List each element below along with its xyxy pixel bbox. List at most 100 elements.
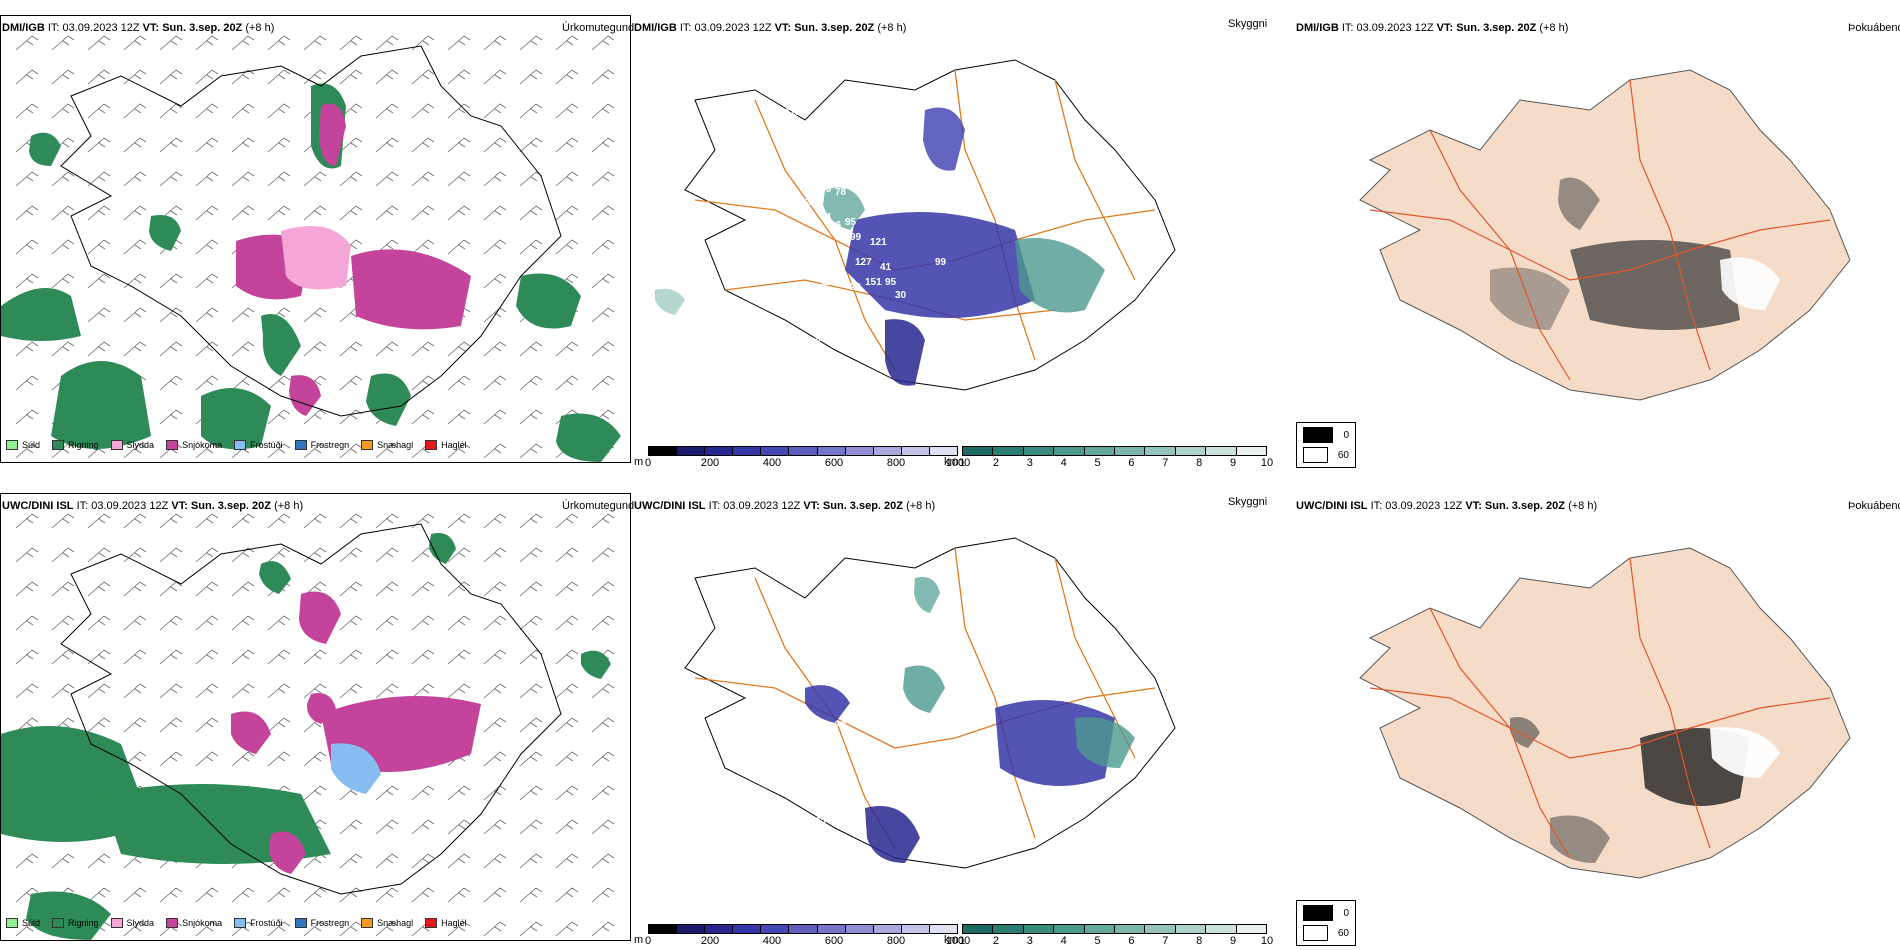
wind-barb xyxy=(339,137,363,153)
wind-barb xyxy=(51,171,75,187)
cloudbase-label: 45 xyxy=(815,815,827,826)
colorbar-swatch xyxy=(963,447,994,455)
cloudbase-label: 41 xyxy=(880,262,892,273)
wind-barb xyxy=(51,239,75,255)
fog-legend-row: 0 xyxy=(1303,905,1349,921)
legend-swatch xyxy=(294,918,307,928)
colorbar-tick: 800 xyxy=(886,935,906,947)
wind-barb xyxy=(87,103,111,119)
cloudbase-label: 22 xyxy=(820,150,832,161)
wind-barb xyxy=(375,853,399,869)
wind-barb xyxy=(15,615,39,631)
wind-barb xyxy=(87,137,111,153)
cloudbase-label: 127 xyxy=(855,257,872,268)
colorbar-tick: 9 xyxy=(1230,935,1237,947)
legend-label: Frostúði xyxy=(250,918,283,928)
wind-barb xyxy=(123,547,147,563)
cloudbase-label: 62 xyxy=(810,232,822,243)
wind-barb xyxy=(591,615,615,631)
cloudbase-bar-swatches xyxy=(648,446,958,456)
wind-barb xyxy=(159,35,183,51)
wind-barb xyxy=(15,717,39,733)
wind-barb xyxy=(555,205,579,221)
wind-barb xyxy=(591,717,615,733)
wind-barb xyxy=(267,103,291,119)
wind-barb xyxy=(123,921,147,937)
wind-barb xyxy=(411,205,435,221)
wind-barb xyxy=(447,239,471,255)
wind-barb xyxy=(411,853,435,869)
wind-barb xyxy=(447,819,471,835)
wind-barb xyxy=(555,103,579,119)
wind-barb xyxy=(51,273,75,289)
legend-swatch xyxy=(6,918,18,928)
wind-barb xyxy=(231,547,255,563)
row-dmi: DMI/IGB IT: 03.09.2023 12Z VT: Sun. 3.se… xyxy=(0,15,1900,470)
legend-item: Frostregn xyxy=(294,440,349,450)
wind-barb xyxy=(123,137,147,153)
legend-swatch xyxy=(52,440,65,450)
wind-barb xyxy=(591,307,615,323)
wind-barb xyxy=(159,341,183,357)
wind-barb xyxy=(123,205,147,221)
colorbar-swatch xyxy=(1206,925,1237,933)
wind-barb xyxy=(339,887,363,903)
colorbar-swatch xyxy=(1054,925,1085,933)
legend-item: Frostregn xyxy=(294,918,350,928)
colorbar-swatch xyxy=(705,447,734,455)
wind-barb xyxy=(195,239,219,255)
wind-barb xyxy=(267,649,291,665)
legend-swatch xyxy=(110,918,123,928)
legend-item: Snjókoma xyxy=(166,440,222,450)
legend-label: Snæhagl xyxy=(377,440,414,450)
wind-barb xyxy=(195,717,219,733)
cloudbase-label: 35 xyxy=(820,830,832,841)
fog-legend-row: 60 xyxy=(1303,447,1349,463)
wind-barb xyxy=(519,615,543,631)
legend-label: Rigning xyxy=(68,440,99,450)
visibility-colorbar: 1 2 3 4 5 6 7 8 9 10 xyxy=(959,446,1273,470)
wind-barb xyxy=(195,513,219,529)
cloudbase-colorbar-2: 0 200 400 600 800 1000 xyxy=(645,924,970,948)
legend-label: Snjókoma xyxy=(182,918,223,928)
wind-barb xyxy=(15,547,39,563)
fog-legend-label: 0 xyxy=(1343,429,1349,441)
wind-barb xyxy=(159,513,183,529)
wind-barb xyxy=(591,69,615,85)
wind-barb xyxy=(447,649,471,665)
wind-barb xyxy=(231,341,255,357)
colorbar-swatch xyxy=(677,925,706,933)
wind-barb xyxy=(267,513,291,529)
wind-barb xyxy=(159,717,183,733)
colorbar-swatch xyxy=(1175,447,1207,455)
wind-barb xyxy=(51,35,75,51)
wind-barb xyxy=(519,887,543,903)
colorbar-swatch xyxy=(845,447,874,455)
legend-item: Frostúði xyxy=(234,918,283,928)
wind-barb xyxy=(375,547,399,563)
cloudbase-ticks-2: 0 200 400 600 800 1000 xyxy=(645,934,970,948)
colorbar-swatch xyxy=(1115,447,1146,455)
coastline xyxy=(60,45,562,417)
wind-barb xyxy=(87,171,111,187)
legend-swatch xyxy=(234,440,247,450)
fog-map xyxy=(1359,69,1851,401)
colorbar-tick: 0 xyxy=(644,457,652,469)
colorbar-tick: 2 xyxy=(992,935,999,947)
wind-barb xyxy=(339,921,363,937)
legend-item: Frostúði xyxy=(234,440,283,450)
wind-barb xyxy=(555,683,579,699)
legend-label: Frostregn xyxy=(310,918,350,928)
precip-map-frame xyxy=(0,15,631,463)
wind-barb xyxy=(15,103,39,119)
wind-barb xyxy=(375,887,399,903)
colorbar-tick: 10 xyxy=(1260,457,1274,469)
legend-item: Súld xyxy=(6,440,40,450)
legend-label: Slydda xyxy=(126,918,155,928)
wind-barb xyxy=(195,205,219,221)
colorbar-tick: 6 xyxy=(1128,457,1135,469)
wind-barb xyxy=(411,513,435,529)
wind-barb xyxy=(267,751,291,767)
wind-barb xyxy=(375,443,399,459)
wind-barb xyxy=(483,239,507,255)
